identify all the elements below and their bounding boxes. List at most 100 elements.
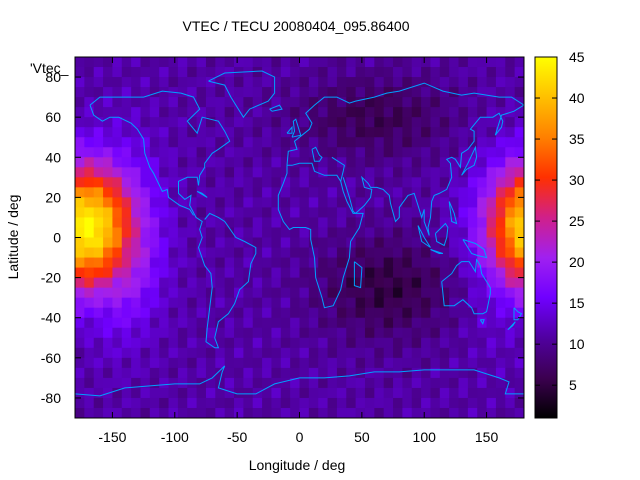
heat-cell (93, 237, 104, 249)
heat-cell (252, 287, 263, 299)
heat-cell (477, 197, 488, 209)
heat-cell (393, 207, 403, 219)
heat-cell (196, 317, 207, 329)
heat-cell (355, 107, 366, 118)
heat-cell (421, 247, 432, 259)
heat-cell (383, 107, 394, 118)
heat-cell (514, 57, 524, 68)
heat-cell (243, 377, 254, 389)
heat-cell (514, 117, 524, 128)
heat-cell (402, 347, 413, 359)
heat-cell (84, 307, 95, 319)
heat-cell (187, 147, 198, 158)
heat-cell (505, 237, 516, 249)
heat-cell (449, 107, 460, 118)
heat-cell (374, 297, 385, 309)
heat-cell (224, 397, 235, 409)
heat-cell (168, 367, 179, 379)
heat-cell (374, 67, 385, 78)
colorbar-tick-label: 40 (569, 90, 585, 106)
heat-cell (505, 137, 516, 148)
heat-cell (121, 97, 132, 108)
heat-cell (467, 167, 478, 178)
heat-cell (75, 67, 85, 78)
heat-cell (439, 77, 450, 88)
heat-cell (467, 67, 478, 78)
heat-cell (187, 57, 198, 68)
heat-cell (196, 257, 207, 269)
heat-cell (149, 247, 160, 259)
heat-cell (290, 227, 301, 239)
heat-cell (177, 177, 188, 188)
heat-cell (84, 287, 95, 299)
heat-cell (374, 117, 385, 128)
heat-cell (112, 167, 123, 178)
heat-cell (346, 337, 357, 349)
heat-cell (374, 277, 385, 289)
heat-cell (505, 317, 516, 329)
heat-cell (402, 137, 413, 148)
heat-cell (486, 157, 497, 168)
heat-cell (355, 297, 366, 309)
heat-cell (411, 307, 422, 319)
heat-cell (168, 157, 179, 168)
heat-cell (187, 67, 198, 78)
heat-cell (280, 207, 291, 219)
heat-cell (411, 137, 422, 148)
heat-cell (336, 157, 347, 168)
heat-cell (327, 117, 338, 128)
heat-cell (84, 207, 95, 219)
coastline (311, 146, 323, 162)
heat-cell (121, 287, 132, 299)
heat-cell (318, 287, 329, 299)
heat-cell (121, 277, 132, 289)
heat-cell (252, 157, 263, 168)
heat-cell (318, 257, 329, 269)
heat-cell (505, 377, 516, 389)
heat-cell (280, 317, 291, 329)
heat-cell (411, 337, 422, 349)
heat-cell (121, 307, 132, 319)
heat-cell (449, 137, 460, 148)
heat-cell (402, 77, 413, 88)
heat-cell (196, 347, 207, 359)
heat-cell (252, 317, 263, 329)
heat-cell (234, 187, 244, 198)
heat-cell (103, 87, 114, 98)
heat-cell (486, 317, 497, 329)
heat-cell (327, 127, 338, 138)
heat-cell (364, 297, 375, 309)
heat-cell (280, 187, 291, 198)
heat-cell (215, 197, 226, 209)
heat-cell (505, 67, 516, 78)
heat-cell (159, 117, 170, 128)
heat-cell (514, 377, 524, 389)
heat-cell (439, 127, 450, 138)
heat-cell (290, 77, 301, 88)
heat-cell (374, 397, 385, 409)
heat-cell (271, 67, 282, 78)
heat-cell (280, 67, 291, 78)
heat-cell (299, 127, 310, 138)
heat-cell (402, 107, 413, 118)
heat-cell (224, 117, 235, 128)
heat-cell (112, 117, 123, 128)
heat-cell (75, 407, 85, 418)
heat-cell (262, 307, 273, 319)
heat-cell (318, 267, 329, 279)
heat-cell (430, 67, 441, 78)
heat-cell (224, 287, 235, 299)
heat-cell (168, 247, 179, 259)
heat-cell (299, 237, 310, 249)
heat-cell (327, 97, 338, 108)
heat-cell (168, 257, 179, 269)
heat-cell (112, 307, 123, 319)
heat-cell (187, 187, 198, 198)
heat-cell (477, 277, 488, 289)
heat-cell (458, 87, 469, 98)
heat-cell (262, 197, 273, 209)
heat-cell (121, 407, 132, 418)
heat-cell (103, 117, 114, 128)
heat-cell (84, 127, 95, 138)
heat-cell (75, 367, 85, 379)
